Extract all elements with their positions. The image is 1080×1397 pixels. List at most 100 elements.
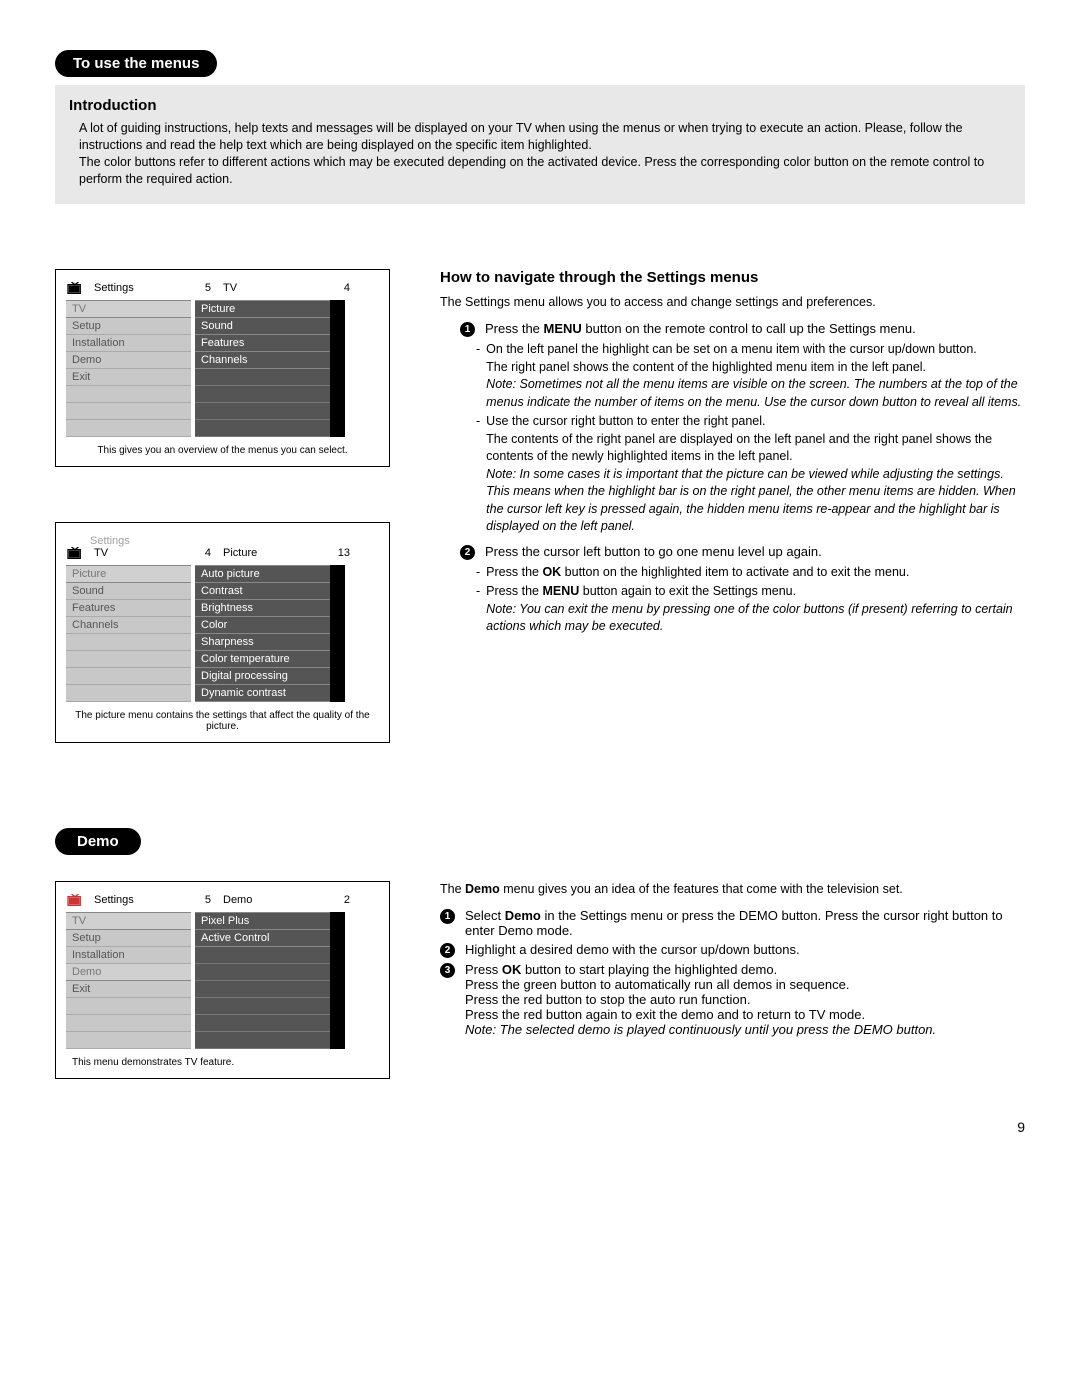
demo-step-2: 2 Highlight a desired demo with the curs…: [440, 942, 1025, 958]
demo-pill: Demo: [55, 828, 141, 855]
note-text: Note: You can exit the menu by pressing …: [486, 602, 1012, 634]
menu1-columns: TV Setup Installation Demo Exit Picture: [66, 300, 379, 437]
menu-item: TV: [66, 913, 191, 930]
menu3-right-count: 2: [344, 894, 350, 906]
step-2: 2 Press the cursor left button to go one…: [440, 544, 1025, 560]
section-pill: To use the menus: [55, 50, 217, 77]
menu-item-empty: [66, 1032, 191, 1049]
menu-item: Color temperature: [195, 651, 330, 668]
menu-item-empty: [195, 947, 330, 964]
tv-icon: [66, 894, 84, 908]
menu1-left-count: 5: [205, 282, 211, 294]
demo-step-3: 3 Press OK button to start playing the h…: [440, 962, 1025, 1037]
menu3-caption: This menu demonstrates TV feature.: [66, 1057, 379, 1068]
menu-item: TV: [66, 301, 191, 318]
menu2-right-title: Picture: [223, 547, 257, 559]
menu1-left-title: Settings: [94, 282, 134, 294]
sub-text: Use the cursor right button to enter the…: [486, 414, 765, 428]
menu-item: Features: [195, 335, 330, 352]
menu2-left-title: TV: [94, 547, 108, 559]
menu-item-empty: [195, 403, 330, 420]
menu-item: Picture: [66, 566, 191, 583]
menu-item: Features: [66, 600, 191, 617]
menu-item-empty: [195, 369, 330, 386]
menu-item: Demo: [66, 964, 191, 981]
menu2-columns: Picture Sound Features Channels Auto pic…: [66, 565, 379, 702]
menu-item-empty: [66, 651, 191, 668]
sub-text: On the left panel the highlight can be s…: [486, 342, 977, 356]
menu-item: Installation: [66, 335, 191, 352]
menu-item: Auto picture: [195, 566, 330, 583]
demo-step-1: 1 Select Demo in the Settings menu or pr…: [440, 908, 1025, 938]
menu-box-settings: Settings 5 TV 4 TV Setup Installation Demo…: [55, 269, 390, 467]
menu-item: Active Control: [195, 930, 330, 947]
intro-box: Introduction A lot of guiding instructio…: [55, 85, 1025, 204]
menu-item: Channels: [195, 352, 330, 369]
content-columns: Settings 5 TV 4 TV Setup Installation Demo…: [55, 269, 1025, 798]
menu-item: Contrast: [195, 583, 330, 600]
menu1-right-count: 4: [344, 282, 350, 294]
menu-item-empty: [66, 634, 191, 651]
sub-text: The right panel shows the content of the…: [486, 360, 926, 374]
page-number: 9: [55, 1119, 1025, 1135]
note-text: Note: Sometimes not all the menu items a…: [486, 377, 1021, 409]
menu-item: Exit: [66, 981, 191, 998]
intro-title: Introduction: [69, 97, 1011, 114]
menu-item-empty: [66, 420, 191, 437]
step-number-icon: 1: [440, 909, 455, 924]
menu-item-empty: [66, 386, 191, 403]
menu-item: Installation: [66, 947, 191, 964]
menu-item-empty: [195, 981, 330, 998]
note-text: Note: In some cases it is important that…: [486, 467, 1015, 534]
step-number-icon: 2: [440, 943, 455, 958]
sub-text: The contents of the right panel are disp…: [486, 432, 992, 464]
step-number-icon: 3: [440, 963, 455, 978]
menu1-caption: This gives you an overview of the menus …: [66, 445, 379, 456]
menu-box-demo: Settings5 Demo2 TV Setup Installation De…: [55, 881, 390, 1079]
demo-intro: The Demo menu gives you an idea of the f…: [440, 881, 1025, 899]
demo-section: Demo Settings5 Demo2 TV Setup: [55, 828, 1025, 1089]
left-column: Settings 5 TV 4 TV Setup Installation Demo…: [55, 269, 390, 798]
right-column: How to navigate through the Settings men…: [440, 269, 1025, 798]
menu3-columns: TV Setup Installation Demo Exit: [66, 912, 379, 1049]
menu-item: Setup: [66, 930, 191, 947]
menu-item: Dynamic contrast: [195, 685, 330, 702]
menu-item: Digital processing: [195, 668, 330, 685]
menu-item: Sharpness: [195, 634, 330, 651]
menu-item: Sound: [195, 318, 330, 335]
nav-title: How to navigate through the Settings men…: [440, 269, 1025, 286]
demo-note: Note: The selected demo is played contin…: [465, 1022, 936, 1037]
intro-p1: A lot of guiding instructions, help text…: [79, 121, 963, 152]
menu-item: Pixel Plus: [195, 913, 330, 930]
menu-item-empty: [195, 964, 330, 981]
menu-item-empty: [195, 1032, 330, 1049]
menu-box-picture: Settings TV4 Picture13 Picture Sound Fea…: [55, 522, 390, 743]
step-1: 1 Press the MENU button on the remote co…: [440, 321, 1025, 337]
menu-item-empty: [66, 998, 191, 1015]
menu-item: Demo: [66, 352, 191, 369]
menu-item: Exit: [66, 369, 191, 386]
menu-item: Sound: [66, 583, 191, 600]
nav-intro: The Settings menu allows you to access a…: [440, 294, 1025, 312]
intro-p2: The color buttons refer to different act…: [79, 155, 984, 186]
intro-text: A lot of guiding instructions, help text…: [69, 120, 1011, 188]
menu1-right-title: TV: [223, 282, 237, 294]
menu3-left-title: Settings: [94, 894, 134, 906]
menu-item: Channels: [66, 617, 191, 634]
menu2-right-count: 13: [338, 547, 350, 559]
demo-text: Press the red button again to exit the d…: [465, 1007, 865, 1022]
demo-text: Press the red button to stop the auto ru…: [465, 992, 750, 1007]
demo-text: Press the green button to automatically …: [465, 977, 849, 992]
menu-item-empty: [195, 420, 330, 437]
tv-icon: [66, 547, 84, 561]
menu-item-empty: [195, 386, 330, 403]
menu-item: Color: [195, 617, 330, 634]
tv-icon: [66, 282, 84, 296]
menu-item: Picture: [195, 301, 330, 318]
menu3-right-title: Demo: [223, 894, 252, 906]
menu-item-empty: [66, 1015, 191, 1032]
menu2-left-count: 4: [205, 547, 211, 559]
step-number-icon: 1: [460, 322, 475, 337]
menu-item: Setup: [66, 318, 191, 335]
menu2-caption: The picture menu contains the settings t…: [66, 710, 379, 732]
